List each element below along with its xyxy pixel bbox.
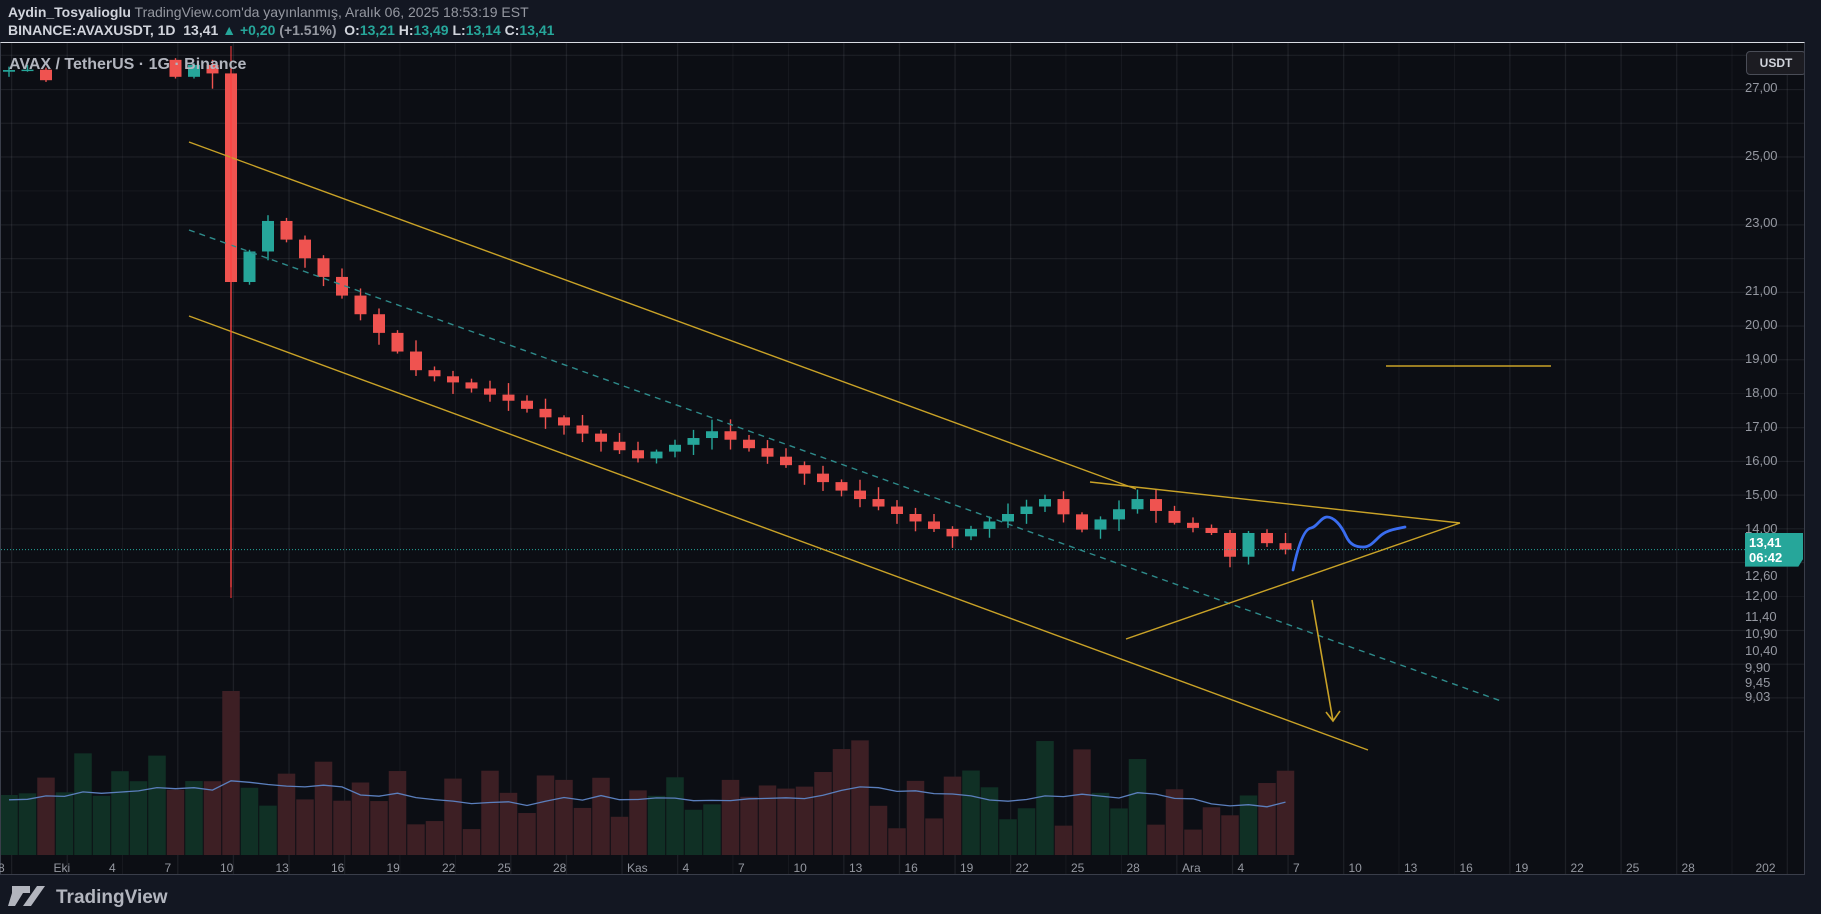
svg-text:TradingView: TradingView: [56, 887, 168, 908]
